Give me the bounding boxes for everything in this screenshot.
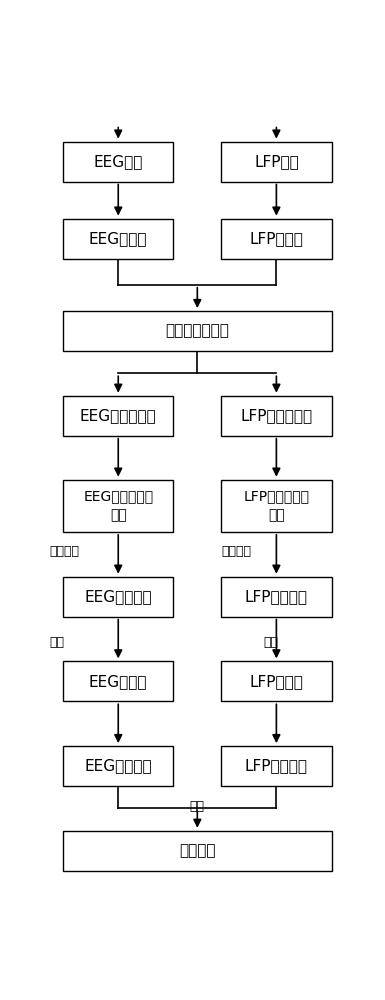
Text: EEG分类结果: EEG分类结果: [84, 759, 152, 774]
FancyBboxPatch shape: [221, 219, 331, 259]
FancyBboxPatch shape: [221, 396, 331, 436]
Text: EEG空间滤波器
计算: EEG空间滤波器 计算: [83, 490, 153, 522]
Text: EEG多频段信号: EEG多频段信号: [80, 408, 157, 423]
Text: 最终结果: 最终结果: [179, 843, 216, 858]
Text: 训练: 训练: [50, 636, 65, 649]
FancyBboxPatch shape: [221, 142, 331, 182]
Text: LFP预处理: LFP预处理: [249, 231, 303, 246]
FancyBboxPatch shape: [221, 661, 331, 701]
FancyBboxPatch shape: [63, 396, 173, 436]
Text: EEG预处理: EEG预处理: [89, 231, 147, 246]
FancyBboxPatch shape: [63, 311, 331, 351]
Text: EEG能量特征: EEG能量特征: [84, 589, 152, 604]
FancyBboxPatch shape: [63, 577, 173, 617]
Text: 训练: 训练: [263, 636, 278, 649]
FancyBboxPatch shape: [221, 480, 331, 532]
Text: EEG分类器: EEG分类器: [89, 674, 147, 689]
FancyBboxPatch shape: [63, 219, 173, 259]
Text: 空间滤波: 空间滤波: [50, 545, 80, 558]
Text: 投票: 投票: [190, 800, 205, 813]
Text: LFP信号: LFP信号: [254, 154, 299, 169]
Text: LFP分类结果: LFP分类结果: [245, 759, 308, 774]
FancyBboxPatch shape: [63, 661, 173, 701]
Text: 多频段带通滤波: 多频段带通滤波: [166, 323, 229, 338]
FancyBboxPatch shape: [63, 142, 173, 182]
Text: LFP能量特征: LFP能量特征: [245, 589, 308, 604]
Text: LFP空间滤波器
计算: LFP空间滤波器 计算: [243, 490, 310, 522]
FancyBboxPatch shape: [221, 746, 331, 786]
FancyBboxPatch shape: [63, 746, 173, 786]
Text: EEG信号: EEG信号: [94, 154, 143, 169]
FancyBboxPatch shape: [63, 480, 173, 532]
Text: LFP多频段信号: LFP多频段信号: [240, 408, 313, 423]
FancyBboxPatch shape: [63, 831, 331, 871]
Text: 空间滤波: 空间滤波: [221, 545, 251, 558]
FancyBboxPatch shape: [221, 577, 331, 617]
Text: LFP分类器: LFP分类器: [249, 674, 303, 689]
